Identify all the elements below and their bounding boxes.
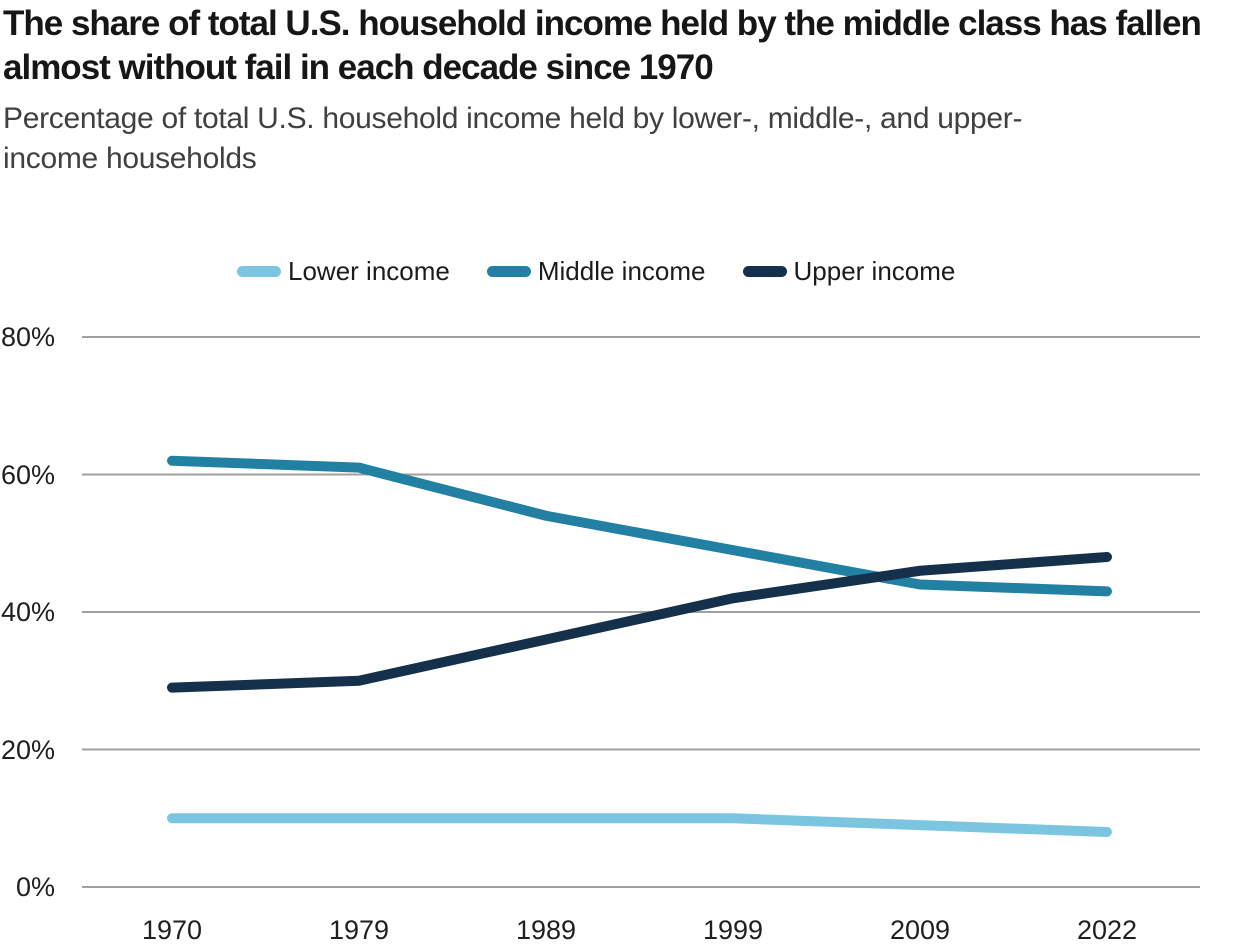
y-axis-tick-label: 40%	[0, 597, 55, 627]
y-axis-tick-label: 60%	[0, 459, 55, 490]
chart-subtitle: Percentage of total U.S. household incom…	[3, 102, 1023, 175]
series-line-upper-income	[167, 552, 1112, 693]
chart-legend: Lower income Middle income Upper income	[237, 256, 955, 287]
y-axis-tick-label: 80%	[0, 322, 55, 352]
y-axis-tick-label: 20%	[0, 734, 55, 765]
x-axis-tick-label: 1989	[515, 915, 577, 945]
legend-item-upper-income: Upper income	[742, 256, 956, 287]
x-axis-tick-label: 1999	[702, 915, 764, 945]
series-line-lower-income	[167, 813, 1112, 837]
legend-label: Lower income	[288, 256, 450, 286]
legend-swatch-icon	[742, 266, 787, 277]
legend-item-lower-income: Lower income	[237, 256, 450, 287]
x-axis-tick-label: 1970	[141, 915, 203, 945]
x-axis-tick-label: 2009	[889, 915, 951, 945]
legend-swatch-icon	[486, 266, 531, 277]
y-axis-tick-label: 0%	[15, 872, 55, 902]
x-axis-tick-label: 1979	[328, 915, 390, 945]
chart-title: The share of total U.S. household income…	[3, 4, 1202, 87]
legend-label: Middle income	[537, 256, 706, 286]
legend-label: Upper income	[793, 256, 956, 286]
series-line-middle-income	[167, 455, 1112, 597]
x-axis-tick-label: 2022	[1076, 915, 1138, 945]
legend-swatch-icon	[237, 266, 281, 277]
legend-item-middle-income: Middle income	[486, 256, 706, 287]
